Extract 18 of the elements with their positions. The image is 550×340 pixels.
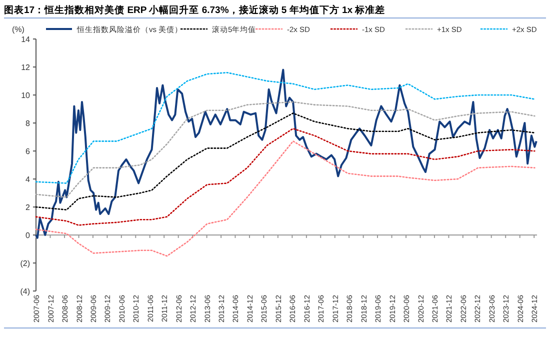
y-tick-label: 4 [26,175,31,184]
y-tick-label: (2) [20,259,30,268]
y-tick-label: 6 [26,147,31,156]
line-series [35,72,536,184]
chart-title: 图表17：恒生指数相对美债 ERP 小幅回升至 6.73%，接近滚动 5 年均值下方 1x 标准差 [4,4,386,16]
y-tick-label: 10 [21,91,31,100]
y-tick-label: 14 [21,35,31,44]
y-tick-label: (4) [20,287,30,296]
line-series [35,101,536,198]
line-series [35,128,536,226]
y-tick-label: 12 [21,63,31,72]
y-tick-label: 0 [26,231,31,240]
y-tick-label: 2 [26,203,31,212]
y-tick-label: 8 [26,119,31,128]
y-axis-title: (%) [12,25,25,34]
line-series [35,140,536,257]
line-series [35,112,536,210]
line-series [35,68,538,239]
